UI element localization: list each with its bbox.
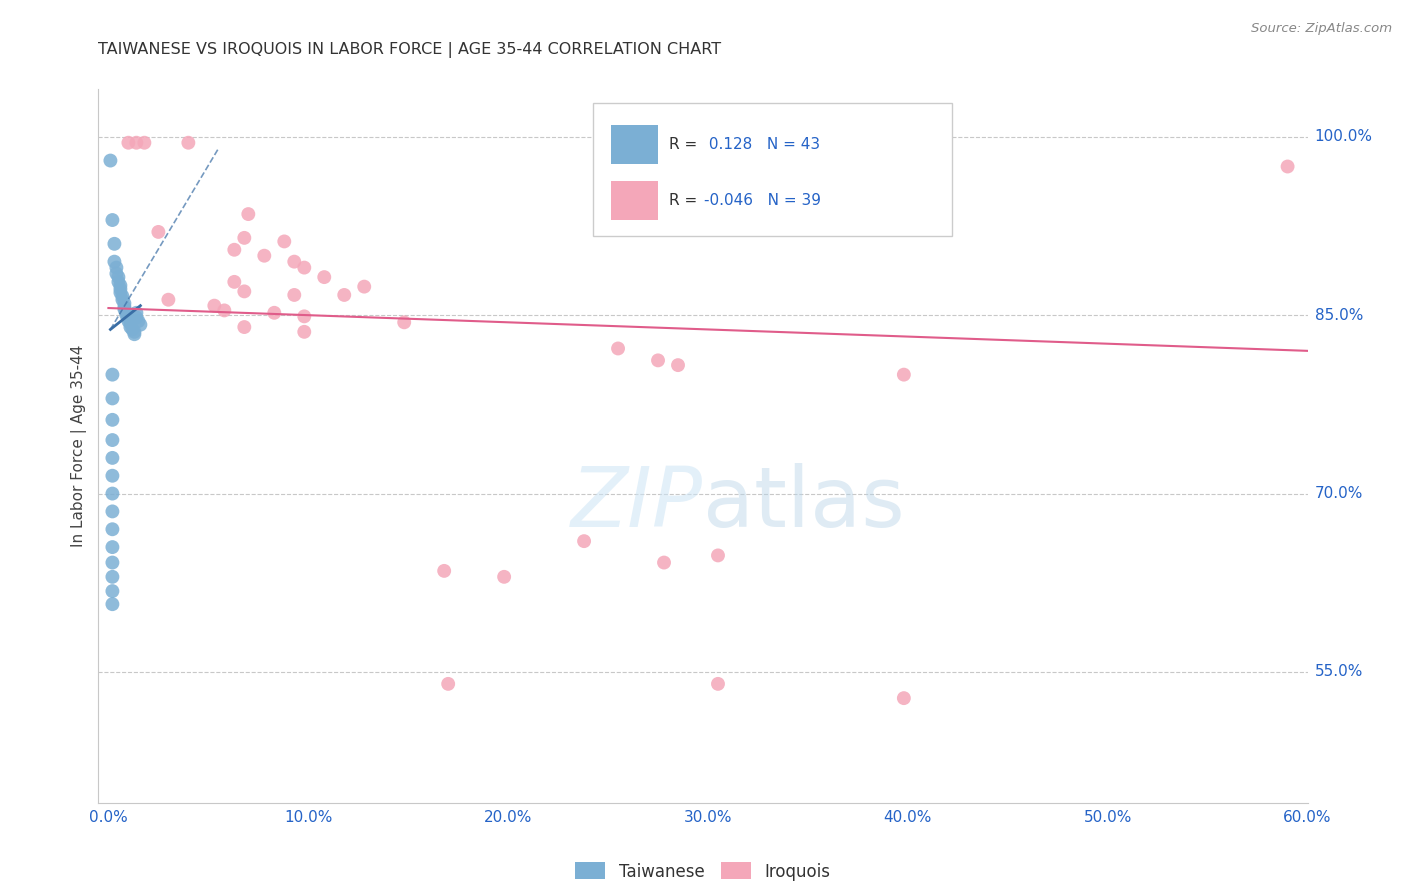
Point <box>233 285 256 299</box>
Point <box>117 136 139 150</box>
Point <box>134 136 156 150</box>
Point <box>214 303 236 318</box>
Point <box>125 310 148 325</box>
Point <box>125 136 148 150</box>
Point <box>1277 160 1299 174</box>
Point <box>707 549 730 563</box>
Point <box>120 317 142 331</box>
Point <box>101 556 124 570</box>
Point <box>101 392 124 406</box>
Point <box>177 136 200 150</box>
Point <box>101 368 124 382</box>
Point <box>111 293 134 307</box>
Y-axis label: In Labor Force | Age 35-44: In Labor Force | Age 35-44 <box>72 345 87 547</box>
Point <box>238 207 260 221</box>
Point <box>607 342 630 356</box>
Point <box>112 302 135 317</box>
Point <box>110 278 132 293</box>
Point <box>107 275 129 289</box>
Point <box>893 691 915 706</box>
Point <box>224 243 246 257</box>
Point <box>101 433 124 447</box>
Text: 85.0%: 85.0% <box>1315 308 1362 323</box>
Point <box>124 327 146 342</box>
Text: 55.0%: 55.0% <box>1315 665 1362 680</box>
Point <box>120 320 142 334</box>
Point <box>110 285 132 300</box>
Point <box>110 282 132 296</box>
Point <box>292 325 315 339</box>
Point <box>112 300 135 314</box>
Point <box>129 318 152 332</box>
Point <box>433 564 456 578</box>
Point <box>157 293 180 307</box>
Text: 70.0%: 70.0% <box>1315 486 1362 501</box>
Point <box>437 677 460 691</box>
Text: Source: ZipAtlas.com: Source: ZipAtlas.com <box>1251 22 1392 36</box>
Point <box>101 486 124 500</box>
Point <box>233 231 256 245</box>
Point <box>125 306 148 320</box>
Point <box>202 299 225 313</box>
Text: TAIWANESE VS IROQUOIS IN LABOR FORCE | AGE 35-44 CORRELATION CHART: TAIWANESE VS IROQUOIS IN LABOR FORCE | A… <box>98 42 721 58</box>
Text: 100.0%: 100.0% <box>1315 129 1372 145</box>
Point <box>101 504 124 518</box>
Point <box>111 289 134 303</box>
Point <box>292 310 315 324</box>
Point <box>101 413 124 427</box>
Point <box>101 597 124 611</box>
Point <box>273 235 295 249</box>
Point <box>117 310 139 325</box>
Point <box>103 254 125 268</box>
Point <box>101 522 124 536</box>
Point <box>107 270 129 285</box>
Point <box>105 260 128 275</box>
Text: R =: R = <box>669 194 702 208</box>
Text: -0.046   N = 39: -0.046 N = 39 <box>703 194 821 208</box>
Point <box>233 320 256 334</box>
Text: 0.128   N = 43: 0.128 N = 43 <box>703 137 820 152</box>
Point <box>353 279 375 293</box>
Point <box>101 468 124 483</box>
Point <box>103 236 125 251</box>
Point <box>283 254 305 268</box>
Point <box>112 296 135 310</box>
Point <box>101 584 124 599</box>
Point <box>572 534 595 549</box>
Point <box>101 450 124 465</box>
Text: R =: R = <box>669 137 702 152</box>
Point <box>101 570 124 584</box>
Point <box>707 677 730 691</box>
Point <box>652 556 675 570</box>
Point <box>117 314 139 328</box>
Point <box>124 325 146 339</box>
Point <box>314 270 336 285</box>
Point <box>392 315 415 329</box>
Point <box>283 288 305 302</box>
Point <box>292 260 315 275</box>
Point <box>148 225 170 239</box>
Point <box>666 358 689 372</box>
Point <box>494 570 516 584</box>
Point <box>105 267 128 281</box>
Point <box>101 213 124 227</box>
Text: ZIP: ZIP <box>571 463 703 543</box>
Point <box>127 314 149 328</box>
Point <box>121 322 143 336</box>
Text: atlas: atlas <box>703 463 904 543</box>
Point <box>647 353 669 368</box>
Legend: Taiwanese, Iroquois: Taiwanese, Iroquois <box>569 855 837 888</box>
Point <box>263 306 285 320</box>
Point <box>115 308 138 322</box>
Point <box>224 275 246 289</box>
Point <box>115 306 138 320</box>
Point <box>333 288 356 302</box>
Point <box>893 368 915 382</box>
Point <box>100 153 122 168</box>
Point <box>253 249 276 263</box>
Point <box>101 540 124 554</box>
